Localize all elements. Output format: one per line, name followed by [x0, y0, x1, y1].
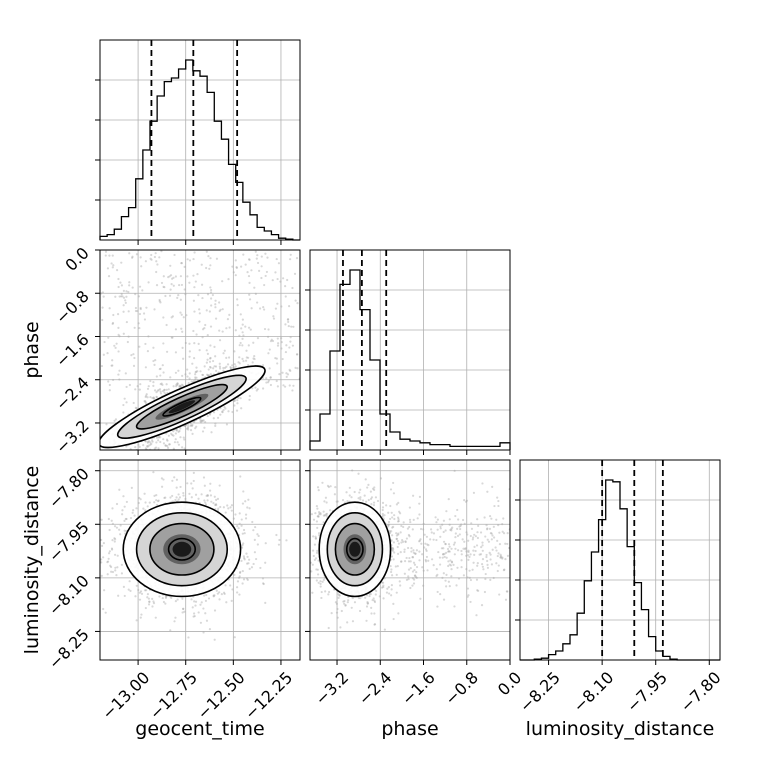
panel-frame [99, 249, 301, 451]
scatter-points [310, 469, 510, 631]
ylabel-luminosity-distance: luminosity_distance [21, 466, 43, 655]
scatter-points [100, 471, 288, 641]
density-contour [318, 501, 392, 598]
density-contour [122, 501, 242, 598]
density-contour [149, 522, 215, 576]
xlabel-phase: phase [381, 718, 438, 740]
density-contour [116, 374, 247, 440]
histogram-panel-geocent_time [95, 39, 301, 245]
xlabel-luminosity-distance: luminosity_distance [526, 718, 715, 740]
panel-frame [309, 249, 511, 451]
density-contour [135, 383, 229, 430]
density-fill [168, 400, 196, 414]
density-fill [349, 541, 361, 557]
density-contour [100, 365, 266, 449]
density-panel-phase-luminosity_distance: −3.2 −2.4 −1.6 −0.8 0.0 [305, 459, 525, 709]
panel-frame [99, 39, 301, 241]
density-contour [334, 522, 376, 576]
histogram-steps [99, 59, 300, 241]
panel-frame [99, 459, 301, 661]
density-contour [167, 537, 197, 561]
panel-frame [519, 459, 721, 661]
scatter-points [100, 250, 300, 450]
histogram-steps [309, 269, 511, 450]
ylabel-phase: phase [21, 321, 43, 378]
histogram-panel-phase [305, 249, 511, 455]
panel-frame [309, 459, 511, 661]
density-contour [326, 512, 384, 587]
xlabel-geocent-time: geocent_time [135, 718, 264, 740]
density-fill [172, 541, 192, 557]
histogram-steps [520, 479, 720, 661]
density-contour [162, 396, 202, 417]
density-contour [135, 512, 229, 587]
density-contour [345, 537, 364, 561]
